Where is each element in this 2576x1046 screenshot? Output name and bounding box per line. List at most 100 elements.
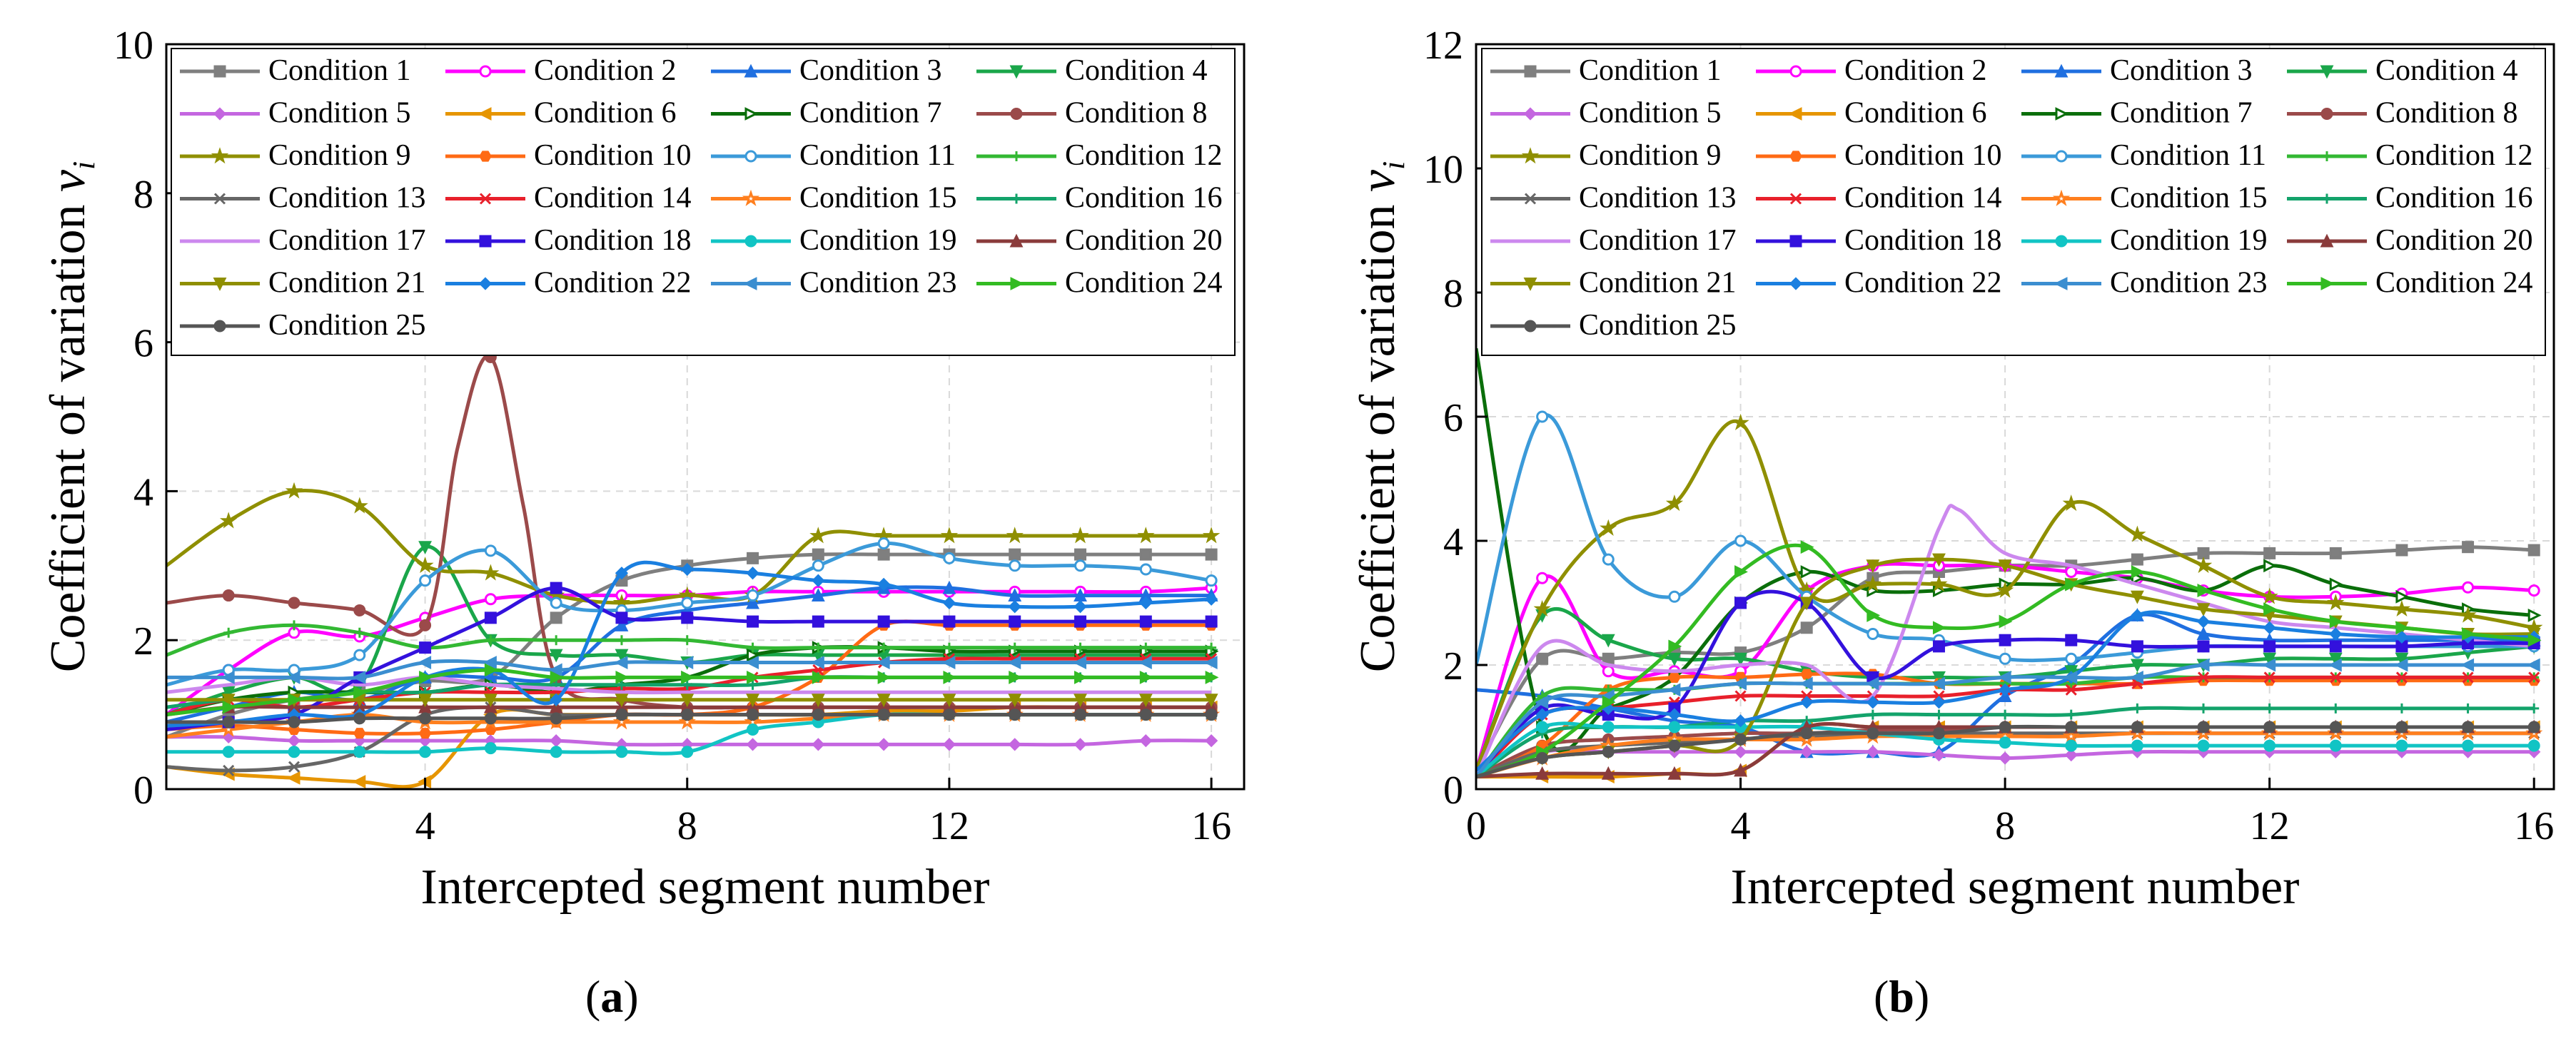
data-point	[2395, 630, 2409, 644]
data-point	[418, 694, 433, 708]
data-point	[1074, 738, 1087, 751]
data-point	[1789, 235, 1802, 248]
data-point	[1602, 721, 1615, 733]
data-point	[286, 670, 300, 684]
data-point	[1667, 708, 1682, 721]
data-point	[877, 615, 890, 628]
data-point	[2197, 584, 2211, 598]
data-point	[288, 620, 299, 631]
data-point	[812, 615, 824, 628]
data-point	[484, 742, 497, 755]
y-tick-label: 10	[113, 24, 153, 68]
chart-panel-a: 4 8 12 16 0 2 4 6 8 10 Intercepted segment number C…	[0, 0, 1285, 1046]
legend-item: Condition 9	[180, 139, 411, 172]
data-point	[2395, 652, 2409, 666]
data-point	[681, 746, 694, 758]
data-point	[943, 615, 956, 628]
legend-label: Condition 5	[268, 97, 411, 130]
data-point	[1999, 614, 2013, 629]
legend-item: Condition 10	[445, 139, 692, 172]
data-point	[2263, 621, 2276, 634]
data-point	[1524, 320, 1537, 332]
data-point	[551, 635, 562, 646]
data-point	[1600, 519, 1617, 536]
data-point	[747, 709, 759, 721]
chart-a-x-axis-title: Intercepted segment number	[421, 860, 990, 915]
data-point	[612, 713, 631, 730]
data-point	[1205, 615, 1218, 628]
data-point	[2393, 599, 2411, 616]
data-point	[1932, 621, 1946, 635]
legend-item: Condition 16	[2287, 182, 2533, 215]
legend-label: Condition 7	[2110, 97, 2253, 130]
data-point	[1206, 642, 1217, 653]
data-point	[1205, 574, 1218, 587]
data-point	[1139, 734, 1153, 748]
data-point	[221, 694, 236, 708]
data-point	[550, 693, 563, 706]
chart-b-x-axis-title: Intercepted segment number	[1731, 860, 2300, 915]
legend-item: Condition 2	[445, 54, 677, 87]
data-point	[2395, 671, 2408, 684]
data-point	[2062, 727, 2080, 744]
legend-label: Condition 8	[1065, 97, 1208, 130]
legend-item: Condition 21	[1490, 267, 1737, 300]
data-point	[615, 709, 628, 721]
data-point	[1137, 527, 1155, 544]
chart-b-series-group	[1476, 347, 2543, 784]
series-25	[166, 709, 1218, 728]
data-point	[681, 709, 694, 721]
data-point	[2065, 566, 2078, 578]
data-point	[2263, 547, 2276, 559]
data-point	[1535, 695, 1549, 709]
legend-label: Condition 23	[2110, 267, 2268, 300]
data-point	[287, 734, 301, 748]
y-tick-label: 12	[1423, 24, 1463, 68]
data-point	[747, 589, 759, 602]
data-point	[615, 746, 628, 758]
data-point	[1139, 563, 1152, 576]
data-point	[2132, 703, 2143, 714]
data-point	[483, 656, 497, 669]
legend-item: Condition 17	[180, 224, 426, 257]
data-point	[941, 656, 956, 669]
data-point	[2329, 614, 2343, 629]
legend-label: Condition 14	[1844, 182, 2002, 215]
legend-item: Condition 10	[1756, 139, 2002, 172]
data-point	[1733, 676, 1747, 691]
legend-item: Condition 4	[976, 54, 1208, 87]
data-point	[1800, 565, 1814, 579]
series-23	[166, 656, 1218, 684]
data-point	[943, 670, 957, 684]
data-point	[1789, 151, 1802, 162]
data-point	[354, 627, 365, 638]
data-point	[877, 670, 892, 684]
data-point	[221, 686, 236, 700]
series-12	[166, 620, 1217, 657]
data-point	[2263, 602, 2278, 616]
data-point	[484, 611, 497, 624]
legend-item: Condition 7	[2021, 97, 2253, 130]
data-point	[681, 596, 694, 609]
data-point	[285, 482, 303, 499]
data-point	[746, 567, 759, 580]
data-point	[1799, 676, 1813, 691]
data-point	[2263, 721, 2276, 733]
legend-item: Condition 15	[711, 182, 957, 215]
chart-panel-b: 0 4 8 12 16 0 2 4 6 8 10 12 Intercepted segment numb…	[1285, 0, 2576, 1046]
data-point	[1010, 108, 1023, 120]
series-11	[166, 537, 1218, 687]
data-point	[2460, 658, 2475, 672]
data-point	[1074, 548, 1087, 561]
data-point	[2055, 235, 2068, 248]
data-point	[2065, 652, 2078, 665]
data-point	[2526, 658, 2540, 672]
data-point	[213, 278, 227, 291]
data-point	[2527, 721, 2540, 733]
data-point	[1204, 734, 1218, 748]
data-point	[2328, 652, 2343, 666]
data-point	[1667, 766, 1682, 780]
data-point	[1999, 736, 2011, 749]
legend-item: Condition 14	[1756, 182, 2002, 215]
data-point	[550, 746, 562, 758]
